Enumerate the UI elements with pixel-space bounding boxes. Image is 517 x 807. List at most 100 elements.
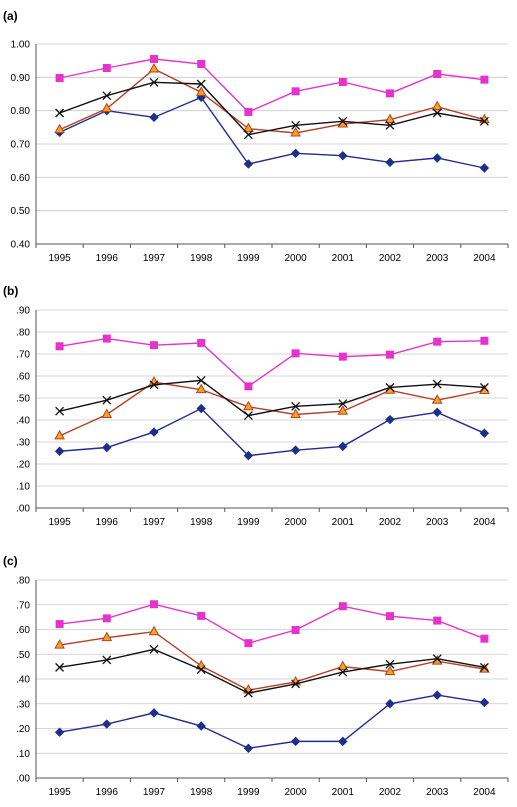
data-point-socbs xyxy=(479,697,490,708)
data-point-ccbs xyxy=(337,405,349,415)
panel-label: (b) xyxy=(3,284,18,298)
x-tick-label: 2001 xyxy=(332,787,355,798)
data-point-all-banks xyxy=(55,406,65,416)
data-point-socbs xyxy=(290,148,301,159)
data-point-all-banks xyxy=(243,130,253,140)
data-point-ccbs xyxy=(101,102,113,113)
y-tick-label: .70 xyxy=(16,350,30,361)
y-tick-label: .20 xyxy=(16,460,30,471)
data-point-ccbs xyxy=(101,408,113,418)
data-point-ccbs xyxy=(431,394,443,404)
x-tick-label: 1995 xyxy=(48,253,71,264)
data-point-jscbs xyxy=(291,87,300,96)
data-point-all-banks xyxy=(55,662,65,672)
y-tick-label: .90 xyxy=(16,306,30,317)
x-tick-label: 1996 xyxy=(96,517,119,528)
x-tick-label: 1998 xyxy=(190,787,213,798)
data-point-jscbs xyxy=(433,337,442,346)
data-point-socbs xyxy=(338,736,348,747)
data-point-all-banks xyxy=(338,116,348,126)
data-point-jscbs xyxy=(102,64,111,72)
x-tick-label: 1998 xyxy=(190,517,213,528)
x-tick-label: 2002 xyxy=(379,253,402,264)
data-point-jscbs xyxy=(244,108,253,116)
data-point-ccbs xyxy=(337,660,349,671)
panel-label: (c) xyxy=(3,554,18,568)
y-tick-label: .10 xyxy=(16,482,30,493)
data-point-all-banks xyxy=(196,375,206,385)
y-tick-label: 0.60 xyxy=(11,173,31,184)
data-point-all-banks xyxy=(432,379,442,389)
y-tick-label: .80 xyxy=(16,576,30,587)
y-tick-label: .30 xyxy=(16,699,30,710)
data-point-socbs xyxy=(102,719,112,729)
series-line-jscbs xyxy=(59,603,485,644)
data-point-jscbs xyxy=(386,612,394,621)
data-point-jscbs xyxy=(433,616,442,625)
x-tick-label: 2000 xyxy=(284,253,307,264)
x-tick-label: 1995 xyxy=(48,517,71,528)
panel-b-chart: (b) .00 .10 .20 .30 .40 .50 .60 .70 .80 .90 1995 199… xyxy=(3,284,509,528)
series-ccbs xyxy=(54,62,490,137)
x-tick-label: 2000 xyxy=(284,787,307,798)
y-tick-label: .40 xyxy=(16,416,30,427)
x-tick-label: 1999 xyxy=(237,253,260,264)
data-point-ccbs xyxy=(290,126,301,137)
data-point-ccbs xyxy=(337,117,349,128)
data-point-ccbs xyxy=(384,384,396,394)
data-point-jscbs xyxy=(102,614,111,623)
data-point-ccbs xyxy=(384,113,396,124)
x-tick-label: 2000 xyxy=(284,517,307,528)
data-point-all-banks xyxy=(385,659,395,669)
data-point-all-banks xyxy=(385,382,395,392)
data-point-all-banks xyxy=(102,91,112,101)
series-jscbs xyxy=(55,55,489,116)
x-tick-label: 1997 xyxy=(143,517,166,528)
y-tick-label: 0.50 xyxy=(11,206,31,217)
data-point-socbs xyxy=(54,446,65,456)
y-tick-label: .30 xyxy=(16,438,30,449)
data-point-jscbs xyxy=(291,625,300,634)
y-tick-label: .60 xyxy=(16,625,30,636)
y-tick-label: .70 xyxy=(16,600,30,611)
x-tick-label: 1997 xyxy=(143,787,166,798)
x-tick-label: 2003 xyxy=(426,787,449,798)
data-point-all-banks xyxy=(243,688,253,698)
panel-a-chart: (a) 0.40 0.50 0.60 0.70 0.80 0.90 1.00 1995 1996 1… xyxy=(3,9,509,264)
series-line-jscbs xyxy=(59,337,485,388)
series-line-all-banks xyxy=(59,81,485,136)
data-point-ccbs xyxy=(195,383,207,394)
data-point-all-banks xyxy=(338,399,348,409)
data-point-socbs xyxy=(149,708,159,718)
x-tick-label: 1995 xyxy=(48,787,71,798)
series-jscbs xyxy=(55,334,489,391)
data-point-all-banks xyxy=(291,401,301,411)
y-tick-label: .80 xyxy=(16,328,30,339)
x-tick-label: 2004 xyxy=(473,787,496,798)
series-line-ccbs xyxy=(59,630,485,691)
series-line-ccbs xyxy=(59,381,485,437)
data-point-ccbs xyxy=(243,122,254,133)
y-tick-label: .50 xyxy=(16,650,30,661)
series-line-jscbs xyxy=(59,58,485,113)
data-point-ccbs xyxy=(101,631,113,642)
y-tick-label: .00 xyxy=(16,774,30,785)
data-point-ccbs xyxy=(243,400,254,411)
data-point-ccbs xyxy=(290,408,301,418)
x-tick-label: 1997 xyxy=(143,253,166,264)
series-line-socbs xyxy=(59,694,485,750)
data-point-socbs xyxy=(243,159,254,169)
data-point-all-banks xyxy=(432,108,442,118)
x-tick-label: 1996 xyxy=(96,253,119,264)
series-line-socbs xyxy=(59,407,485,457)
panel-c-chart: (c) .00 .10 .20 .30 .40 .50 .60 .70 .80 1995 1996 19… xyxy=(3,554,509,798)
data-point-all-banks xyxy=(291,679,301,689)
data-point-all-banks xyxy=(385,120,395,130)
data-point-socbs xyxy=(54,727,65,737)
series-socbs xyxy=(54,92,490,173)
x-tick-label: 1999 xyxy=(237,517,260,528)
data-point-all-banks xyxy=(149,77,159,87)
data-point-jscbs xyxy=(197,339,206,347)
data-point-socbs xyxy=(385,414,395,425)
